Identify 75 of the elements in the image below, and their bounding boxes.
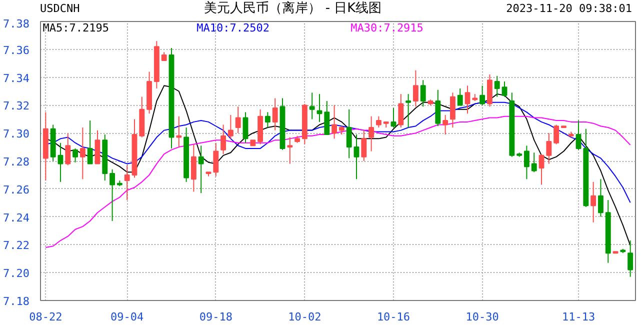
x-tick-label: 09-18 bbox=[199, 310, 232, 324]
x-tick-label: 09-04 bbox=[110, 310, 144, 324]
candlestick bbox=[390, 107, 396, 128]
candlestick bbox=[554, 124, 560, 145]
candlestick bbox=[531, 152, 537, 173]
y-tick-label: 7.18 bbox=[3, 295, 30, 308]
candlestick bbox=[457, 88, 463, 106]
x-tick-label: 08-22 bbox=[29, 310, 62, 324]
candlestick bbox=[464, 85, 470, 114]
text: MA30:7.2915 bbox=[350, 22, 424, 34]
candlestick bbox=[110, 168, 116, 222]
candlestick bbox=[220, 124, 226, 155]
candlestick bbox=[272, 98, 278, 131]
y-tick-label: 7.24 bbox=[3, 211, 30, 224]
candlestick bbox=[235, 106, 241, 134]
candlestick bbox=[176, 116, 182, 148]
candlestick bbox=[546, 132, 552, 164]
candlestick bbox=[538, 154, 544, 186]
candlestick bbox=[590, 181, 596, 223]
candlestick bbox=[80, 127, 86, 180]
x-tick-label: 10-30 bbox=[466, 310, 499, 324]
candlestick bbox=[598, 178, 604, 218]
candlestick bbox=[87, 120, 93, 164]
candlestick bbox=[576, 120, 582, 150]
y-tick-label: 7.38 bbox=[3, 18, 30, 30]
candlestick bbox=[354, 134, 360, 180]
candlestick bbox=[324, 100, 330, 135]
candlestick bbox=[94, 130, 100, 164]
candlestick bbox=[406, 94, 412, 128]
candlestick bbox=[450, 92, 456, 128]
candlestick bbox=[213, 142, 219, 177]
candlestick bbox=[420, 80, 426, 108]
chart-title: 美元人民币（离岸） - 日K线图 bbox=[204, 0, 382, 18]
candlestick bbox=[228, 114, 234, 140]
chart-subtitle: USDCNH bbox=[40, 1, 80, 18]
x-tick-label: 10-02 bbox=[288, 310, 322, 324]
candlestick bbox=[346, 108, 352, 159]
y-tick-label: 7.22 bbox=[3, 239, 30, 252]
y-tick-label: 7.30 bbox=[3, 128, 30, 141]
candlestick bbox=[190, 144, 196, 192]
y-tick-label: 7.26 bbox=[3, 183, 30, 196]
candlestick bbox=[242, 112, 248, 144]
candlestick bbox=[486, 74, 492, 108]
text: MA10:7.2502 bbox=[196, 22, 270, 34]
text: 2023-11-20 09:38:01 bbox=[506, 1, 632, 18]
candlestick bbox=[628, 240, 634, 278]
y-tick-label: 7.36 bbox=[3, 44, 30, 57]
candlestick bbox=[412, 70, 418, 108]
candlestick bbox=[287, 136, 293, 164]
candlestick bbox=[442, 114, 448, 135]
candlestick bbox=[72, 148, 78, 163]
candlestick bbox=[361, 130, 367, 162]
candlestick bbox=[65, 132, 71, 166]
text: MA5:7.2195 bbox=[42, 22, 109, 34]
candlestick bbox=[435, 89, 441, 127]
candlestick bbox=[376, 116, 382, 128]
y-tick-label: 7.28 bbox=[3, 156, 30, 168]
candlestick bbox=[368, 116, 374, 152]
y-tick-label: 7.20 bbox=[3, 267, 30, 280]
candlestick bbox=[332, 104, 338, 140]
candlestick bbox=[264, 112, 270, 128]
y-tick-label: 7.34 bbox=[3, 72, 30, 85]
x-tick-label: 10-16 bbox=[376, 310, 410, 324]
candlestick bbox=[316, 94, 322, 122]
candlestick bbox=[198, 145, 204, 194]
candlestick bbox=[524, 145, 530, 180]
candlestick bbox=[502, 80, 508, 98]
candlestick bbox=[480, 85, 486, 106]
y-tick-label: 7.32 bbox=[3, 100, 30, 113]
candlestick bbox=[494, 75, 500, 98]
candlestick bbox=[398, 94, 404, 128]
candlestick bbox=[58, 142, 64, 182]
candlestick bbox=[309, 92, 315, 120]
candlestick bbox=[124, 164, 130, 201]
x-tick-label: 11-13 bbox=[562, 310, 596, 324]
